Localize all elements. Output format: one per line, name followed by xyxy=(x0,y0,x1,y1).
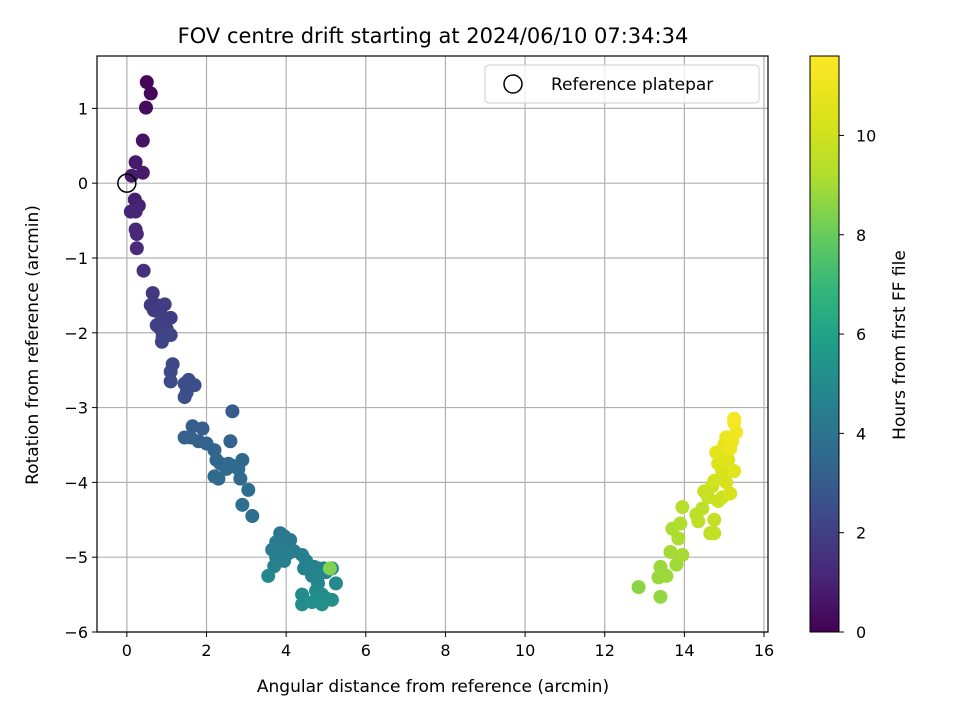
data-point xyxy=(139,75,154,90)
colorbar-tick-label: 4 xyxy=(856,424,866,443)
data-points xyxy=(123,75,744,612)
data-point xyxy=(136,263,151,278)
colorbar-tick-label: 10 xyxy=(856,126,876,145)
x-tick-label: 8 xyxy=(440,641,450,660)
data-point xyxy=(143,86,158,101)
x-tick-label: 6 xyxy=(361,641,371,660)
colorbar-tick-label: 0 xyxy=(856,623,866,642)
x-axis-label: Angular distance from reference (arcmin) xyxy=(257,677,609,697)
grid xyxy=(97,56,768,633)
data-point xyxy=(727,464,742,479)
data-point xyxy=(671,531,686,546)
data-point xyxy=(295,587,310,602)
y-tick-label: −1 xyxy=(64,249,88,268)
data-point xyxy=(145,286,160,301)
data-point xyxy=(163,364,178,379)
data-point xyxy=(154,334,169,349)
data-point xyxy=(225,404,240,419)
data-point xyxy=(235,497,250,512)
colorbar-label: Hours from first FF file xyxy=(890,250,910,440)
data-point xyxy=(191,434,206,449)
data-point xyxy=(138,100,153,115)
data-point xyxy=(233,471,248,486)
data-point xyxy=(707,526,722,541)
data-point xyxy=(695,501,710,516)
y-tick-label: −3 xyxy=(64,399,88,418)
data-point xyxy=(211,471,226,486)
y-tick-label: −2 xyxy=(64,324,88,343)
data-point xyxy=(328,576,343,591)
y-tick-label: −4 xyxy=(64,473,88,492)
data-point xyxy=(135,165,150,180)
data-point xyxy=(673,516,688,531)
data-point xyxy=(631,580,646,595)
y-axis-label: Rotation from reference (arcmin) xyxy=(23,205,43,485)
data-point xyxy=(135,133,150,148)
data-point xyxy=(177,390,192,405)
legend: Reference platepar xyxy=(484,64,760,104)
y-tick-label: 0 xyxy=(78,174,88,193)
data-point xyxy=(691,514,706,529)
data-point xyxy=(261,568,276,583)
data-point xyxy=(245,509,260,524)
y-tick-label: −5 xyxy=(64,548,88,567)
data-point xyxy=(721,452,736,467)
data-point xyxy=(324,592,339,607)
colorbar: 0 2 4 6 8 10 Hours from first FF file xyxy=(809,55,910,642)
data-point xyxy=(653,589,668,604)
colorbar-tick-label: 8 xyxy=(856,226,866,245)
y-tick-label: −6 xyxy=(64,623,88,642)
x-tick-label: 14 xyxy=(674,641,694,660)
x-tick-label: 2 xyxy=(201,641,211,660)
data-point xyxy=(322,561,337,576)
chart-title: FOV centre drift starting at 2024/06/10 … xyxy=(178,24,689,48)
data-point xyxy=(723,486,738,501)
data-point xyxy=(128,155,143,170)
colorbar-gradient xyxy=(809,55,840,633)
colorbar-ticks: 0 2 4 6 8 10 xyxy=(839,126,876,642)
x-axis-ticks: 0 2 4 6 8 10 12 14 16 xyxy=(122,632,774,660)
plot-frame xyxy=(96,55,769,633)
legend-marker xyxy=(503,74,523,94)
legend-label: Reference platepar xyxy=(551,75,713,95)
x-tick-label: 10 xyxy=(515,641,535,660)
data-point xyxy=(128,204,143,219)
legend-box xyxy=(484,64,760,104)
data-point xyxy=(659,568,674,583)
x-tick-label: 16 xyxy=(754,641,774,660)
data-point xyxy=(727,411,742,426)
x-tick-label: 4 xyxy=(281,641,291,660)
reference-platepar-marker xyxy=(117,173,137,193)
data-point xyxy=(223,434,238,449)
data-point xyxy=(663,544,678,559)
data-point xyxy=(195,421,210,436)
data-point xyxy=(675,547,690,562)
data-point xyxy=(129,241,144,256)
colorbar-tick-label: 2 xyxy=(856,524,866,543)
data-point xyxy=(129,227,144,242)
x-tick-label: 12 xyxy=(595,641,615,660)
data-point xyxy=(719,475,734,490)
x-tick-label: 0 xyxy=(122,641,132,660)
data-point xyxy=(675,500,690,515)
data-point xyxy=(707,512,722,527)
data-point xyxy=(241,482,256,497)
colorbar-tick-label: 6 xyxy=(856,325,866,344)
data-point xyxy=(707,473,722,488)
data-point xyxy=(163,374,178,389)
data-point xyxy=(219,461,234,476)
y-axis-ticks: −6 −5 −4 −3 −2 −1 0 1 xyxy=(64,99,97,642)
y-tick-label: 1 xyxy=(78,99,88,118)
